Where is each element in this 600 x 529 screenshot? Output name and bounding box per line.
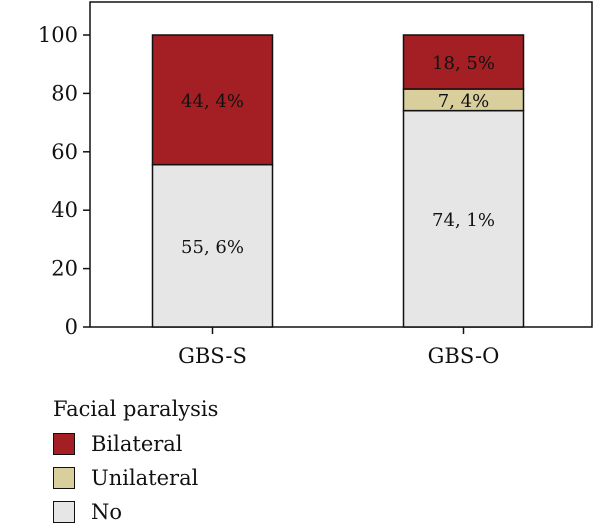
- bar-segment-bilateral: [151, 34, 274, 166]
- bar-segment-no: [402, 109, 525, 328]
- legend-swatch-unilateral: [53, 467, 75, 489]
- plot-frame: [89, 1, 593, 328]
- data-label: 44, 4%: [181, 91, 244, 112]
- legend-item-bilateral: Bilateral: [53, 427, 218, 461]
- y-tick-label: 80: [51, 81, 78, 105]
- x-tick-label: GBS-O: [428, 344, 500, 368]
- legend-label-no: No: [91, 500, 123, 524]
- legend-title: Facial paralysis: [53, 397, 219, 421]
- data-label: 74, 1%: [432, 210, 495, 231]
- y-tick-label: 100: [38, 23, 78, 47]
- legend-label-unilateral: Unilateral: [91, 466, 199, 490]
- y-tick-label: 40: [51, 198, 78, 222]
- legend-swatch-bilateral: [53, 433, 75, 455]
- data-label: 7, 4%: [438, 91, 489, 112]
- data-label: 18, 5%: [432, 53, 495, 74]
- x-tick-label: GBS-S: [178, 344, 247, 368]
- legend-swatch-no: [53, 501, 75, 523]
- legend-item-no: No: [53, 495, 218, 529]
- bar-segment-bilateral: [402, 34, 525, 90]
- stacked-bar-chart: 0 20 40 60 80 100 55, 6% 44, 4% GBS-S 74, 1% 7, 4%…: [38, 1, 593, 368]
- legend-label-bilateral: Bilateral: [91, 432, 183, 456]
- y-tick-label: 0: [65, 315, 78, 339]
- data-label: 55, 6%: [181, 237, 244, 258]
- y-tick-label: 60: [51, 140, 78, 164]
- y-tick-label: 20: [51, 257, 78, 281]
- legend: Facial paralysis Bilateral Unilateral No: [53, 395, 218, 529]
- legend-item-unilateral: Unilateral: [53, 461, 218, 495]
